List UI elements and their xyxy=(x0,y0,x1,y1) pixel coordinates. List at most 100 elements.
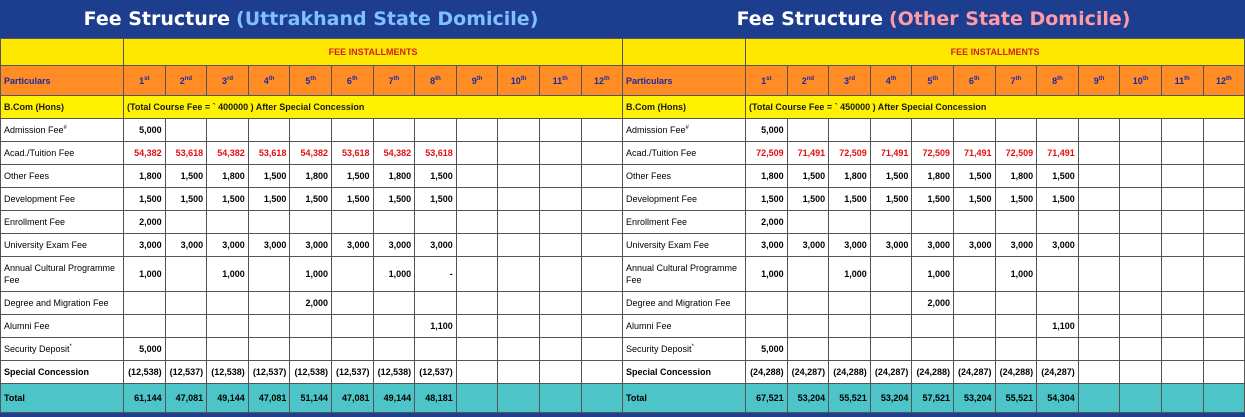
particulars-header: Particulars xyxy=(0,65,124,96)
fee-value: 53,618 xyxy=(330,141,374,165)
course-row: B.Com (Hons) (Total Course Fee = ` 450000… xyxy=(622,95,1245,119)
fee-value: 1,500 xyxy=(952,164,996,188)
installment-suffix: st xyxy=(144,75,150,82)
installment-header: 5th xyxy=(289,65,332,96)
fee-value xyxy=(497,314,540,338)
installment-header: 11th xyxy=(538,65,582,96)
fee-value: 1,500 xyxy=(994,187,1038,211)
fee-label: Other Fees xyxy=(622,164,746,188)
fee-label: University Exam Fee xyxy=(622,233,746,257)
installment-number: 1 xyxy=(139,75,145,86)
fee-label: Admission Fee# xyxy=(622,118,746,142)
fee-value: 1,500 xyxy=(206,187,249,211)
fee-value xyxy=(1119,233,1162,257)
fee-value: 1,500 xyxy=(330,164,374,188)
fee-value xyxy=(952,210,996,234)
installment-number: 2 xyxy=(179,75,185,86)
fee-value xyxy=(497,360,540,384)
fee-value xyxy=(994,291,1038,315)
fee-value xyxy=(330,256,374,292)
fee-value: 5,000 xyxy=(745,337,788,361)
fee-value: - xyxy=(414,256,457,292)
fee-value xyxy=(580,256,624,292)
fee-value: (12,537) xyxy=(414,360,457,384)
fee-value xyxy=(414,210,457,234)
fee-value: 5,000 xyxy=(123,118,166,142)
fee-value xyxy=(497,291,540,315)
fee-value: 1,500 xyxy=(786,187,830,211)
fee-value xyxy=(538,233,582,257)
total-value xyxy=(1202,383,1245,413)
fee-value: 1,100 xyxy=(414,314,457,338)
installment-number: 6 xyxy=(346,75,352,86)
left-heading-highlight: (Uttrakhand State Domicile) xyxy=(236,8,539,30)
fee-value: 2,000 xyxy=(123,210,166,234)
fee-value xyxy=(580,141,624,165)
fee-value xyxy=(1077,164,1121,188)
course-name: B.Com (Hons) xyxy=(0,95,124,119)
installment-suffix: th xyxy=(932,75,939,82)
fee-value xyxy=(497,233,540,257)
fee-row: Special Concession (24,288) (24,287) (24,28… xyxy=(622,360,1245,384)
fee-label-text: Development Fee xyxy=(626,194,698,204)
fee-label: Acad./Tuition Fee xyxy=(622,141,746,165)
fee-value xyxy=(289,118,332,142)
fee-value: 72,509 xyxy=(994,141,1038,165)
fee-value xyxy=(952,256,996,292)
fee-value: 1,500 xyxy=(828,187,871,211)
fee-row: Security Deposit* 5,000 xyxy=(0,337,624,361)
installment-header: 9th xyxy=(1077,65,1121,96)
installment-number: 3 xyxy=(843,75,849,86)
fee-value: 5,000 xyxy=(745,118,788,142)
installment-header: 7th xyxy=(994,65,1038,96)
installment-header: 3rd xyxy=(206,65,249,96)
fee-label-mark: * xyxy=(69,344,72,350)
installment-number: 7 xyxy=(1010,75,1016,86)
fee-value xyxy=(372,118,416,142)
fee-value xyxy=(828,314,871,338)
fee-value xyxy=(1160,210,1204,234)
fee-label-text: Acad./Tuition Fee xyxy=(4,148,75,158)
installment-header: 10th xyxy=(1119,65,1162,96)
fee-value: 1,800 xyxy=(206,164,249,188)
fee-value: 1,800 xyxy=(911,164,954,188)
fee-row: Admission Fee# 5,000 xyxy=(622,118,1245,142)
fee-value: 3,000 xyxy=(414,233,457,257)
fee-value xyxy=(497,164,540,188)
fee-value xyxy=(745,314,788,338)
fee-label-text: Security Deposit xyxy=(4,344,70,354)
installment-header: 11th xyxy=(1160,65,1204,96)
fee-value: 3,000 xyxy=(1036,233,1079,257)
fee-value xyxy=(994,314,1038,338)
fee-label: Alumni Fee xyxy=(0,314,124,338)
fee-value xyxy=(786,314,830,338)
fee-value xyxy=(372,210,416,234)
fee-value: 1,800 xyxy=(289,164,332,188)
fee-value: 54,382 xyxy=(372,141,416,165)
fee-value xyxy=(1119,210,1162,234)
fee-value: 71,491 xyxy=(1036,141,1079,165)
fee-value xyxy=(497,141,540,165)
installment-suffix: nd xyxy=(806,75,815,82)
fee-value: 3,000 xyxy=(289,233,332,257)
fee-value: 71,491 xyxy=(952,141,996,165)
fee-value xyxy=(497,337,540,361)
fee-row: Alumni Fee 1,100 xyxy=(0,314,624,338)
fee-value xyxy=(1202,164,1245,188)
total-value: 67,521 xyxy=(745,383,788,413)
fee-label-text: Other Fees xyxy=(626,171,672,181)
installment-suffix: th xyxy=(520,75,527,82)
fee-value xyxy=(786,210,830,234)
fee-value xyxy=(1202,291,1245,315)
installment-number: 10 xyxy=(510,75,521,86)
fee-value: (12,538) xyxy=(206,360,249,384)
fee-value xyxy=(786,291,830,315)
fee-label: Special Concession xyxy=(0,360,124,384)
fee-value xyxy=(1077,360,1121,384)
fee-value xyxy=(455,314,499,338)
fee-value: 1,800 xyxy=(372,164,416,188)
fee-value: 54,382 xyxy=(289,141,332,165)
fee-value xyxy=(247,210,291,234)
fee-value: 1,500 xyxy=(247,164,291,188)
fee-row: Development Fee 1,500 1,500 1,500 1,500 1,500… xyxy=(622,187,1245,211)
